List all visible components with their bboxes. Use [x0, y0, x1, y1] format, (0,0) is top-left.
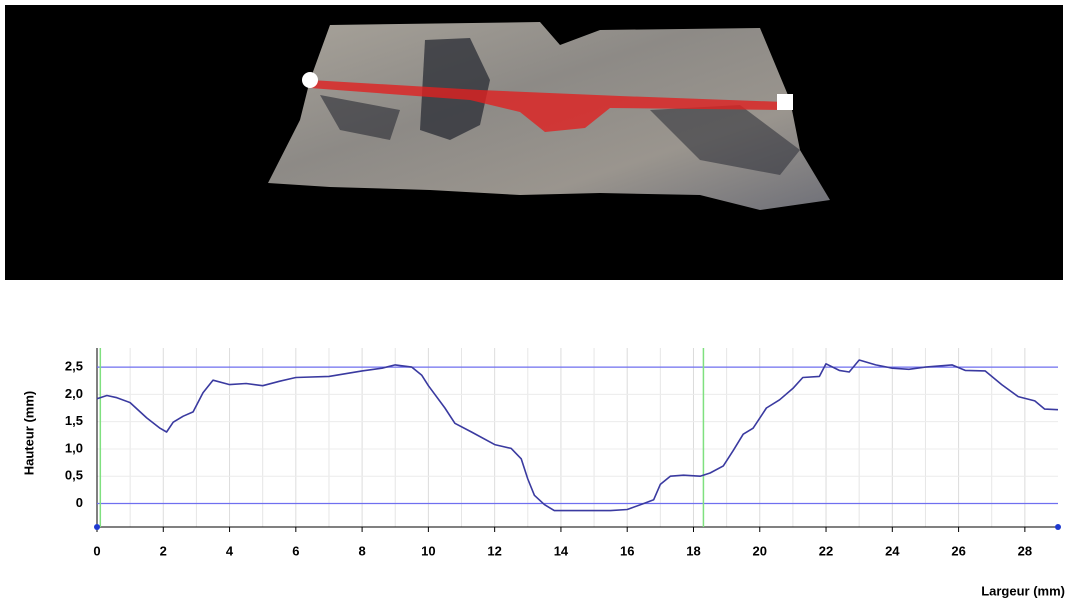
x-tick-label: 4 — [226, 543, 234, 558]
y-axis-label: Hauteur (mm) — [21, 391, 36, 476]
x-tick-label: 16 — [620, 543, 634, 558]
x-tick-label: 20 — [753, 543, 767, 558]
x-tick-label: 6 — [292, 543, 299, 558]
x-tick-label: 26 — [951, 543, 965, 558]
x-tick-label: 0 — [93, 543, 100, 558]
profile-start — [302, 72, 318, 88]
y-tick-label: 2,5 — [65, 359, 83, 374]
x-tick-label: 24 — [885, 543, 900, 558]
terrain-view — [5, 5, 1063, 280]
profile-band — [310, 80, 785, 132]
terrain-shadow — [320, 95, 400, 140]
profile-chart: Hauteur (mm) Largeur (mm) 0 2 4 6 8 10 12 14 16 1… — [21, 348, 1065, 598]
x-tick-label: 22 — [819, 543, 833, 558]
terrain-shadow — [650, 105, 800, 175]
x-tick-label: 28 — [1018, 543, 1032, 558]
x-tick-label: 2 — [160, 543, 167, 558]
y-tick-label: 1,5 — [65, 413, 83, 428]
axis-origin-dot — [94, 524, 100, 530]
profile-line — [96, 359, 1059, 512]
y-tick-label: 0,5 — [65, 468, 83, 483]
y-tick-label: 0 — [76, 495, 83, 510]
axis-end-dot — [1055, 524, 1061, 530]
x-tick-label: 8 — [358, 543, 365, 558]
x-axis-label: Largeur (mm) — [981, 583, 1065, 598]
y-tick-label: 2,0 — [65, 386, 83, 401]
x-tick-label: 18 — [686, 543, 700, 558]
x-tick-label: 10 — [421, 543, 435, 558]
x-tick-label: 14 — [554, 543, 569, 558]
x-tick-label: 12 — [487, 543, 501, 558]
profile-end — [777, 94, 793, 110]
y-tick-label: 1,0 — [65, 440, 83, 455]
